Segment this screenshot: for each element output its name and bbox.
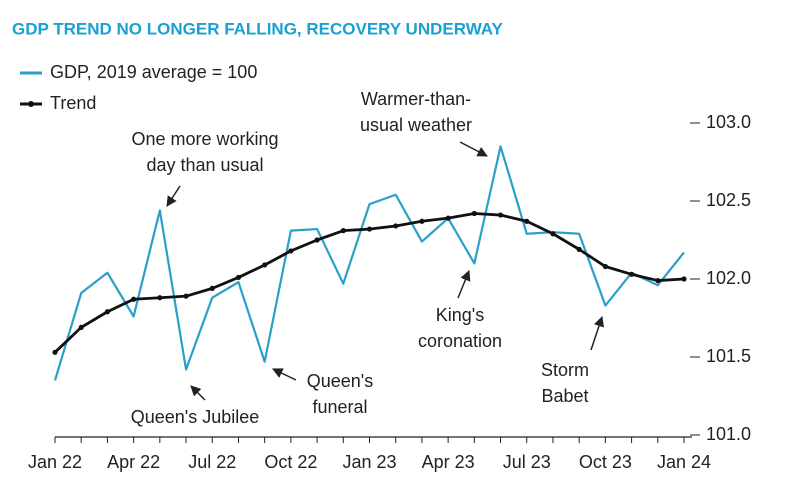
y-tick-label: 101.5 [706, 346, 751, 366]
series-marker [157, 295, 163, 301]
series-marker [131, 296, 137, 302]
legend-label: Trend [50, 93, 96, 113]
series-marker [576, 246, 582, 252]
series-marker [104, 309, 111, 315]
y-tick-label: 102.0 [706, 268, 751, 288]
chart-title: GDP TREND NO LONGER FALLING, RECOVERY UN… [12, 19, 504, 38]
x-tick-label: Jul 23 [503, 452, 551, 472]
series-marker [314, 237, 320, 243]
annotation: day than usual [146, 155, 263, 175]
annotation: One more working [131, 129, 278, 149]
annotation: King's [436, 305, 484, 325]
legend-marker [28, 101, 34, 107]
annotation: usual weather [360, 115, 472, 135]
x-tick-label: Oct 23 [579, 452, 632, 472]
series-marker [655, 277, 661, 284]
x-tick-label: Jan 23 [342, 452, 396, 472]
x-tick-label: Apr 22 [107, 452, 160, 472]
series-line [54, 212, 685, 354]
x-tick-label: Jan 22 [28, 452, 82, 472]
series-marker [288, 248, 294, 254]
annotation: Babet [541, 386, 588, 406]
annotation: coronation [418, 331, 502, 351]
x-tick-label: Apr 23 [422, 452, 475, 472]
annotation: Queen's [307, 371, 373, 391]
series-marker [471, 210, 477, 217]
series-marker [209, 285, 215, 291]
series-marker [681, 276, 687, 282]
x-tick-label: Jan 24 [657, 452, 711, 472]
series-line [53, 145, 685, 381]
x-tick-label: Oct 22 [264, 452, 317, 472]
series-marker [262, 262, 268, 268]
y-tick-label: 102.5 [706, 190, 751, 210]
series-marker [393, 223, 399, 229]
series-marker [183, 293, 189, 299]
x-tick-label: Jul 22 [188, 452, 236, 472]
series-marker [340, 228, 346, 234]
annotation: Queen's Jubilee [131, 407, 260, 427]
series-marker [366, 226, 373, 232]
series-marker [550, 231, 556, 237]
annotation: Storm [541, 360, 589, 380]
legend-label: GDP, 2019 average = 100 [50, 62, 257, 82]
annotation: funeral [312, 397, 367, 417]
series-marker [445, 215, 451, 221]
series-marker [52, 349, 58, 355]
series-marker [628, 271, 635, 277]
y-tick-label: 103.0 [706, 112, 751, 132]
y-tick-label: 101.0 [706, 424, 751, 444]
annotation-arrows [166, 141, 604, 401]
series-marker [524, 218, 530, 224]
annotation: Warmer-than- [361, 89, 471, 109]
series-marker [497, 212, 504, 218]
series-marker [602, 263, 608, 270]
series-marker [419, 218, 425, 224]
series-marker [78, 324, 84, 330]
series-marker [235, 274, 242, 281]
